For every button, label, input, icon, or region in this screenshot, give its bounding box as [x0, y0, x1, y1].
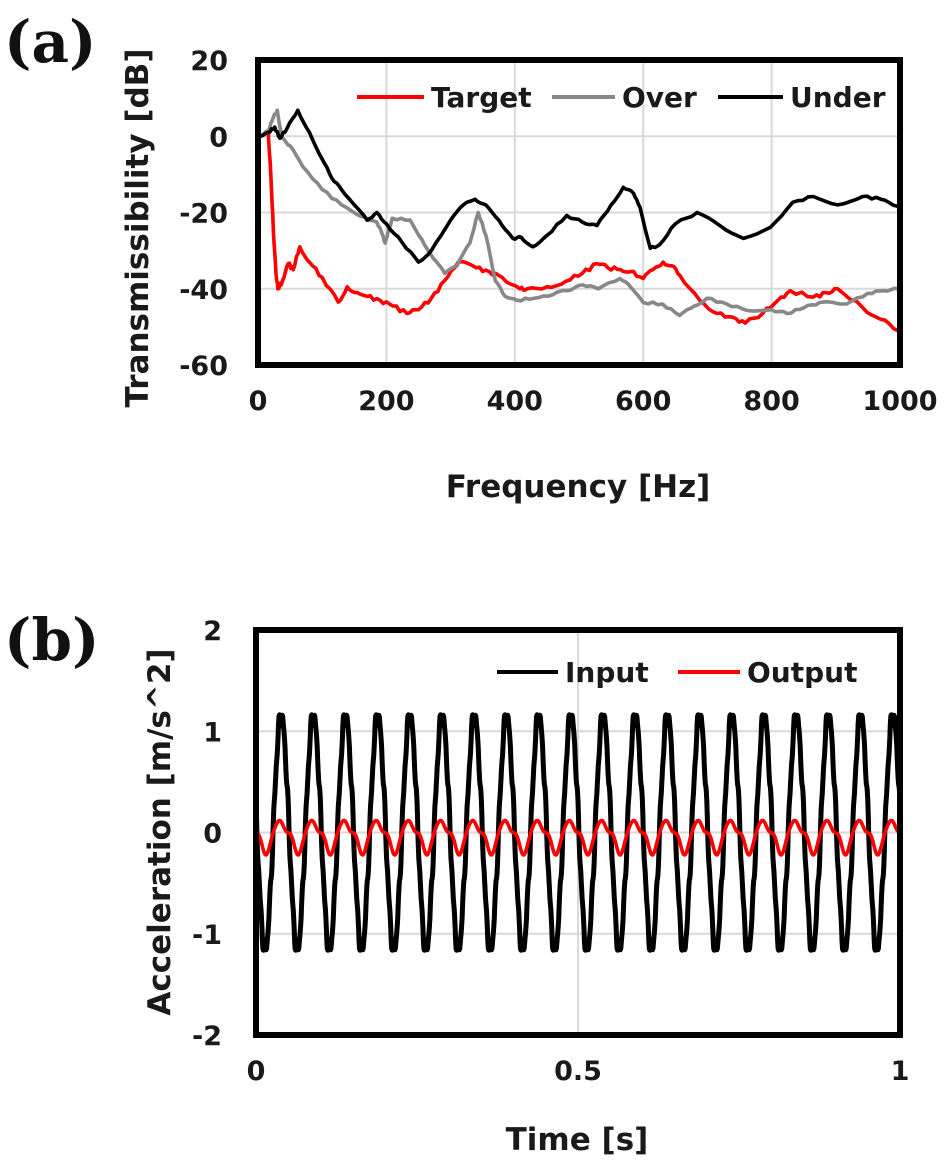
panel-a-gridlines [258, 60, 900, 365]
panel-b-legend-label-input: Input [565, 656, 649, 689]
panel-b-legend: Input Output [497, 656, 857, 689]
panel-b-series-output-line [254, 818, 902, 857]
panel-b-y-tick-label: 1 [203, 717, 222, 748]
panel-a-x-tick-label: 400 [487, 386, 543, 417]
panel-b-x-tick-label: 1 [891, 1056, 910, 1087]
panel-a-label: (a) [4, 8, 96, 76]
panel-a-legend: Target Over Under [357, 81, 886, 114]
panel-a-y-tick-label: 0 [209, 122, 228, 153]
panel-a-legend-label-over: Over [622, 81, 697, 114]
panel-b-x-tick-label: 0 [247, 1056, 266, 1087]
panel-b-x-tick-label: 0.5 [554, 1056, 602, 1087]
panel-a-y-axis-title: Transmissibility [dB] [120, 49, 156, 408]
panel-a-series-target-line [266, 133, 899, 333]
panel-a-x-tick-label: 0 [249, 386, 268, 417]
panel-b-tick-labels: 0 0.5 1 2 1 0 -1 -2 [192, 616, 909, 1087]
panel-a-x-tick-label: 600 [615, 386, 671, 417]
panel-b-y-tick-label: 0 [203, 819, 222, 850]
panel-a-series-under-line [258, 108, 899, 264]
panel-a-plot-frame [255, 57, 903, 368]
panel-a-x-axis-title: Frequency [Hz] [446, 469, 711, 505]
panel-b-legend-label-output: Output [747, 656, 857, 689]
panel-a-x-tick-label: 800 [743, 386, 799, 417]
panel-b-acceleration-chart: (b) 0 0.5 1 2 1 0 -1 -2 Input Output Time [s] Ac… [4, 606, 909, 1158]
panel-a-series [257, 108, 899, 333]
panel-a-legend-label-under: Under [790, 81, 886, 114]
panel-b-y-tick-label: -1 [192, 920, 222, 951]
panel-b-x-axis-title: Time [s] [506, 1122, 649, 1158]
panel-b-series-input-line [253, 712, 903, 953]
panel-a-legend-label-target: Target [431, 81, 532, 114]
panel-b-y-tick-label: -2 [192, 1021, 222, 1052]
panel-b-y-axis-title: Acceleration [m/s^2] [142, 648, 178, 1015]
panel-a-x-tick-label: 200 [358, 386, 414, 417]
panel-b-series [253, 712, 903, 953]
panel-b-y-tick-label: 2 [203, 616, 222, 647]
panel-a-y-tick-label: 20 [190, 46, 228, 77]
panel-a-y-tick-label: -40 [179, 275, 228, 306]
panel-b-label: (b) [4, 606, 99, 674]
panel-a-x-tick-label: 1000 [862, 386, 937, 417]
panel-a-y-tick-label: -20 [179, 199, 228, 230]
panel-a-series-over-line [257, 108, 899, 318]
panel-b-plot-frame [253, 627, 903, 1038]
panel-a-y-tick-label: -60 [179, 351, 228, 382]
